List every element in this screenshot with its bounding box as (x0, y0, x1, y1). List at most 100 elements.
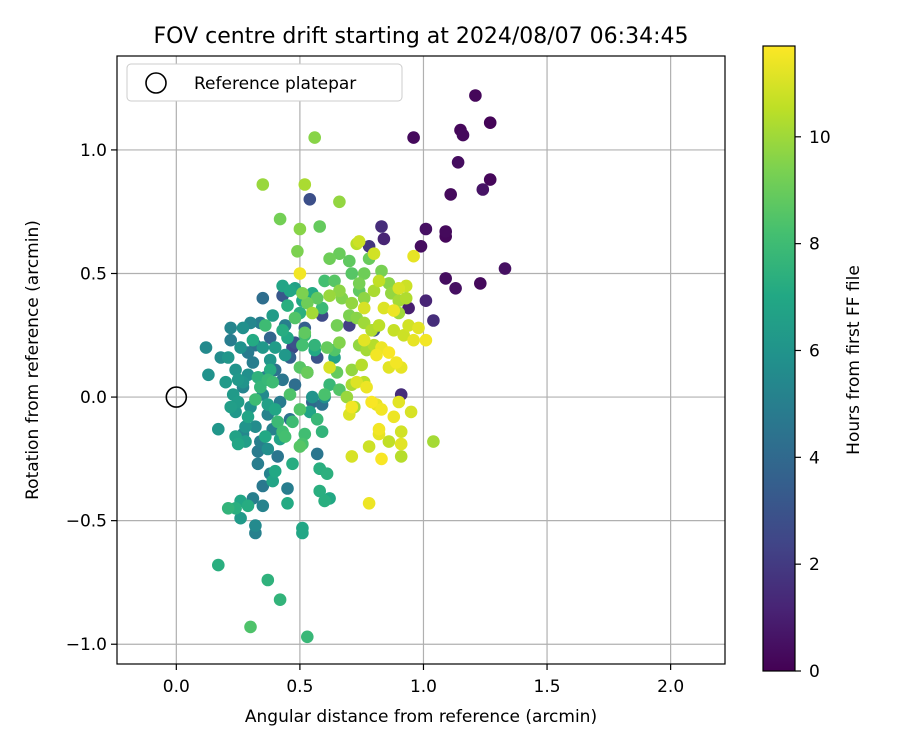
chart-title: FOV centre drift starting at 2024/08/07 … (154, 24, 689, 49)
data-point (352, 277, 366, 290)
y-axis-label: Rotation from reference (arcmin) (23, 220, 43, 500)
data-point (419, 222, 433, 236)
data-point (355, 358, 369, 372)
data-point (310, 413, 324, 426)
data-point (323, 378, 336, 392)
data-point (301, 630, 314, 644)
data-point (387, 324, 401, 337)
data-point (375, 403, 388, 416)
data-point (375, 220, 388, 233)
scatter-points (199, 89, 512, 644)
y-tick-label: −0.5 (66, 512, 107, 532)
data-point (399, 291, 413, 305)
data-point (212, 558, 225, 572)
data-point (283, 284, 297, 298)
data-point (345, 267, 359, 280)
data-point (224, 333, 237, 347)
data-point (439, 225, 453, 238)
data-point (251, 457, 265, 471)
data-point (251, 445, 265, 458)
data-point (367, 284, 381, 298)
data-point (456, 128, 470, 142)
data-point (372, 319, 386, 332)
data-point (271, 450, 285, 463)
data-point (394, 450, 408, 463)
data-point (333, 336, 346, 350)
data-point (392, 282, 406, 295)
data-point (273, 593, 287, 606)
x-ticks: 0.0 0.5 1.0 1.5 2.0 (163, 664, 684, 697)
data-point (244, 620, 257, 634)
colorbar-tick-label: 0 (809, 662, 820, 682)
data-point (345, 450, 359, 463)
colorbar-tick-label: 8 (809, 235, 820, 255)
data-point (246, 333, 260, 347)
data-point (259, 430, 272, 443)
data-point (293, 267, 307, 280)
data-point (397, 329, 411, 342)
data-point (219, 375, 232, 389)
data-point (345, 400, 359, 414)
data-point (444, 188, 458, 201)
x-tick-label: 0.5 (286, 677, 313, 697)
x-tick-label: 1.5 (534, 677, 561, 697)
legend: Reference platepar (126, 63, 403, 102)
colorbar-label: Hours from first FF file (844, 265, 864, 455)
data-point (229, 363, 242, 377)
data-point (352, 235, 366, 248)
data-point (313, 484, 327, 498)
data-point (234, 341, 247, 354)
data-point (362, 440, 376, 453)
data-point (202, 368, 215, 382)
data-point (372, 274, 386, 288)
data-point (266, 309, 280, 322)
data-point (427, 314, 440, 327)
colorbar-tick-label: 10 (809, 128, 831, 148)
data-point (333, 247, 346, 260)
data-point (323, 289, 336, 303)
data-point (288, 378, 302, 392)
data-point (303, 193, 317, 206)
data-point (259, 319, 272, 332)
data-point (286, 415, 299, 429)
data-point (315, 301, 329, 315)
data-point (469, 89, 482, 102)
data-point (239, 420, 252, 434)
data-point (296, 287, 309, 300)
reference-point (165, 386, 188, 408)
data-point (367, 247, 381, 260)
data-point (263, 331, 277, 345)
x-tick-label: 0.0 (163, 677, 190, 697)
data-point (249, 393, 262, 406)
data-point (221, 351, 235, 364)
data-point (382, 277, 396, 290)
data-point (394, 425, 408, 439)
data-point (241, 410, 255, 424)
data-point (414, 240, 428, 253)
data-point (382, 435, 396, 448)
data-point (357, 301, 371, 315)
data-point (407, 249, 420, 263)
data-point (333, 195, 346, 209)
data-point (365, 395, 378, 409)
colorbar-tick-label: 2 (809, 555, 820, 575)
data-point (387, 304, 401, 317)
data-point (261, 573, 275, 587)
data-point (328, 274, 341, 288)
y-tick-label: 1.0 (80, 141, 107, 161)
data-point (224, 400, 237, 414)
data-point (315, 425, 329, 439)
data-point (263, 363, 277, 377)
data-point (278, 430, 292, 443)
data-point (310, 291, 324, 305)
data-point (323, 361, 336, 374)
data-point (296, 338, 309, 352)
data-point (439, 272, 453, 285)
data-point (286, 457, 299, 471)
data-point (288, 311, 302, 325)
data-point (256, 178, 270, 191)
data-point (261, 442, 275, 456)
data-point (199, 341, 213, 354)
data-point (231, 437, 245, 451)
data-point (301, 366, 314, 379)
